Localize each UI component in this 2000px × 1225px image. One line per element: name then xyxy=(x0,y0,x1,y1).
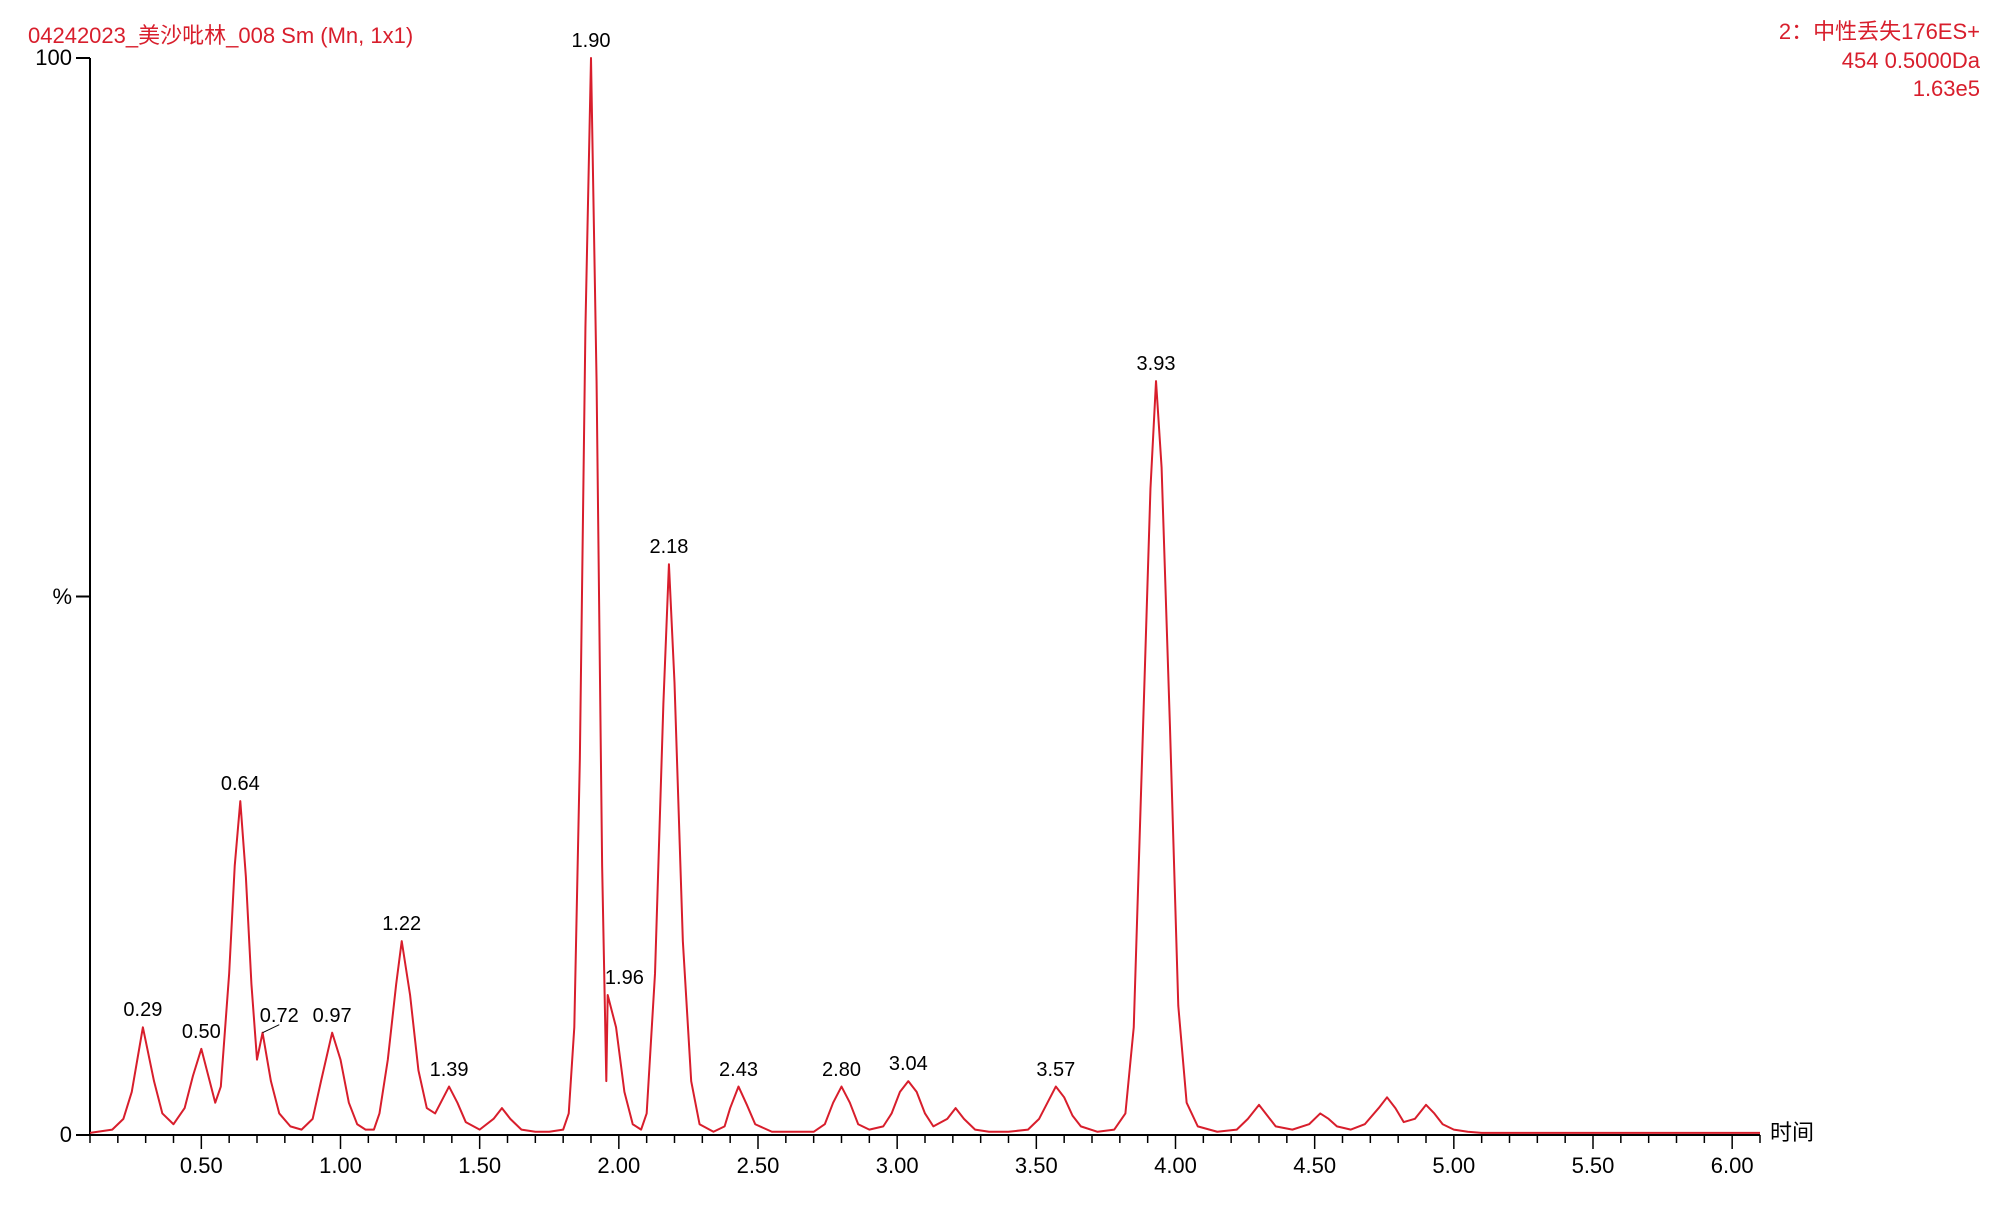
x-tick-label: 5.50 xyxy=(1572,1153,1615,1179)
x-tick-label: 1.50 xyxy=(458,1153,501,1179)
x-tick-label: 4.50 xyxy=(1293,1153,1336,1179)
peak-label: 3.57 xyxy=(1036,1059,1075,1082)
x-tick-label: 2.00 xyxy=(597,1153,640,1179)
peak-label: 2.80 xyxy=(822,1059,861,1082)
peak-label: 1.39 xyxy=(430,1059,469,1082)
peak-label: 1.22 xyxy=(382,913,421,936)
y-axis-title: % xyxy=(52,584,72,610)
x-tick-label: 4.00 xyxy=(1154,1153,1197,1179)
x-tick-label: 2.50 xyxy=(737,1153,780,1179)
peak-label: 3.04 xyxy=(889,1053,928,1076)
x-tick-label: 0.50 xyxy=(180,1153,223,1179)
peak-label: 0.50 xyxy=(182,1021,221,1044)
peak-label: 1.90 xyxy=(572,30,611,53)
chromatogram-plot xyxy=(0,0,2000,1225)
x-tick-label: 1.00 xyxy=(319,1153,362,1179)
peak-label: 2.18 xyxy=(649,536,688,559)
peak-label: 3.93 xyxy=(1137,353,1176,376)
y-tick-label: 100 xyxy=(35,45,72,71)
x-tick-label: 6.00 xyxy=(1711,1153,1754,1179)
peak-label: 0.64 xyxy=(221,773,260,796)
peak-label: 2.43 xyxy=(719,1059,758,1082)
peak-label: 0.97 xyxy=(313,1005,352,1028)
peak-label: 1.96 xyxy=(605,967,644,990)
x-tick-label: 3.00 xyxy=(876,1153,919,1179)
chromatogram-container: 04242023_美沙吡林_008 Sm (Mn, 1x1) 2：中性丢失176… xyxy=(0,0,2000,1225)
peak-label: 0.29 xyxy=(123,999,162,1022)
x-tick-label: 3.50 xyxy=(1015,1153,1058,1179)
peak-label: 0.72 xyxy=(260,1005,299,1028)
y-tick-label: 0 xyxy=(60,1122,72,1148)
x-tick-label: 5.00 xyxy=(1432,1153,1475,1179)
